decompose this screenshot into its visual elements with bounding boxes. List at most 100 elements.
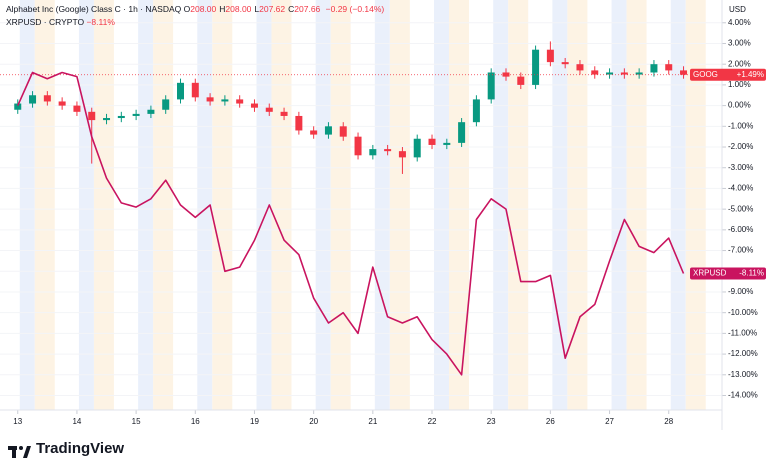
candle-body — [620, 72, 628, 75]
y-tick-label: 4.00% — [728, 18, 751, 27]
x-tick-label: 20 — [309, 417, 318, 426]
y-tick-label: -12.00% — [728, 349, 758, 358]
candle-body — [413, 138, 421, 158]
x-tick-label: 27 — [605, 417, 614, 426]
compare-line — [17, 71, 685, 376]
y-tick-label: -5.00% — [728, 204, 753, 213]
candle-body — [162, 99, 170, 110]
afterhours-band — [212, 0, 233, 410]
session-bands — [19, 0, 706, 410]
x-tick-label: 23 — [487, 417, 496, 426]
x-tick-label: 19 — [250, 417, 259, 426]
premarket-band — [374, 0, 390, 410]
compare-title: XRPUSD · CRYPTO — [6, 17, 85, 27]
afterhours-band — [626, 0, 647, 410]
candle-body — [443, 142, 451, 145]
price-badge — [690, 68, 766, 81]
plot — [0, 41, 722, 376]
ohlc: O208.00 H208.00 L207.62 C207.66 — [184, 4, 324, 14]
candle-body — [295, 115, 303, 131]
x-tick-label: 15 — [132, 417, 141, 426]
candle-body — [458, 122, 466, 143]
x-tick-label: 26 — [546, 417, 555, 426]
candle-body — [606, 72, 614, 75]
y-tick-label: -13.00% — [728, 370, 758, 379]
candle-body — [576, 64, 584, 71]
ohlc-value: 208.00 — [190, 4, 217, 14]
candle-body — [487, 72, 495, 100]
afterhours-band — [567, 0, 588, 410]
afterhours-band — [508, 0, 529, 410]
ohlc-key: H — [219, 4, 226, 14]
candle-body — [546, 49, 554, 63]
afterhours-band — [330, 0, 351, 410]
premarket-band — [670, 0, 686, 410]
candle-body — [428, 138, 436, 145]
y-tick-label: -4.00% — [728, 184, 753, 193]
candle-body — [280, 111, 288, 116]
legend-compare: XRPUSD · CRYPTO −8.11% — [6, 17, 118, 27]
candle-body — [29, 95, 37, 104]
badge-change: +1.49% — [737, 70, 764, 79]
candle-body — [561, 62, 569, 65]
afterhours-band — [153, 0, 174, 410]
premarket-band — [138, 0, 154, 410]
y-tick-label: -3.00% — [728, 163, 753, 172]
candle-body — [221, 99, 229, 102]
y-tick-label: -14.00% — [728, 391, 758, 400]
x-tick-label: 22 — [428, 417, 437, 426]
afterhours-band — [685, 0, 706, 410]
y-tick-label: -2.00% — [728, 142, 753, 151]
currency: USD — [729, 5, 746, 14]
ohlc-key: L — [254, 4, 260, 14]
y-tick-label: 1.00% — [728, 80, 751, 89]
premarket-band — [19, 0, 35, 410]
badge-symbol: XRPUSD — [693, 269, 727, 278]
change: −0.29 (−0.14%) — [325, 4, 385, 14]
candle-body — [324, 126, 332, 135]
y-tick-label: 3.00% — [728, 39, 751, 48]
afterhours-band — [93, 0, 114, 410]
candle-body — [236, 99, 244, 104]
candle-body — [103, 118, 111, 121]
logo-icon — [8, 446, 31, 458]
x-tick-label: 14 — [72, 417, 81, 426]
afterhours-band — [271, 0, 292, 410]
candle-body — [206, 97, 214, 102]
candle-body — [354, 136, 362, 156]
premarket-band — [78, 0, 94, 410]
candle-body — [591, 70, 599, 75]
y-tick-label: -9.00% — [728, 287, 753, 296]
candle-body — [14, 103, 22, 110]
candle-body — [472, 99, 480, 123]
ohlc-value: 208.00 — [225, 4, 252, 14]
candle-body — [132, 113, 140, 116]
legend-main: Alphabet Inc (Google) Class C · 1h · NAS… — [6, 4, 387, 14]
ohlc-key: O — [183, 4, 191, 14]
candle-body — [532, 49, 540, 85]
premarket-band — [256, 0, 272, 410]
brand: TradingView — [36, 440, 125, 457]
candle-body — [191, 82, 199, 98]
y-tick-label: -6.00% — [728, 225, 753, 234]
candle-body — [517, 76, 525, 85]
premarket-band — [611, 0, 627, 410]
x-tick-label: 28 — [664, 417, 673, 426]
candle-body — [398, 151, 406, 158]
symbol-title: Alphabet Inc (Google) Class C · 1h · NAS… — [6, 4, 182, 14]
candle-body — [384, 149, 392, 152]
candle-body — [635, 72, 643, 75]
afterhours-band — [449, 0, 470, 410]
candle-body — [650, 64, 658, 73]
candle-body — [73, 105, 81, 112]
ohlc-value: 207.62 — [259, 4, 286, 14]
ohlc-key: C — [288, 4, 295, 14]
candle-body — [43, 95, 51, 102]
grid — [0, 22, 726, 414]
candle-body — [265, 107, 273, 112]
badge-symbol: GOOG — [693, 70, 718, 79]
candle-body — [117, 115, 125, 119]
y-tick-label: 0.00% — [728, 101, 751, 110]
